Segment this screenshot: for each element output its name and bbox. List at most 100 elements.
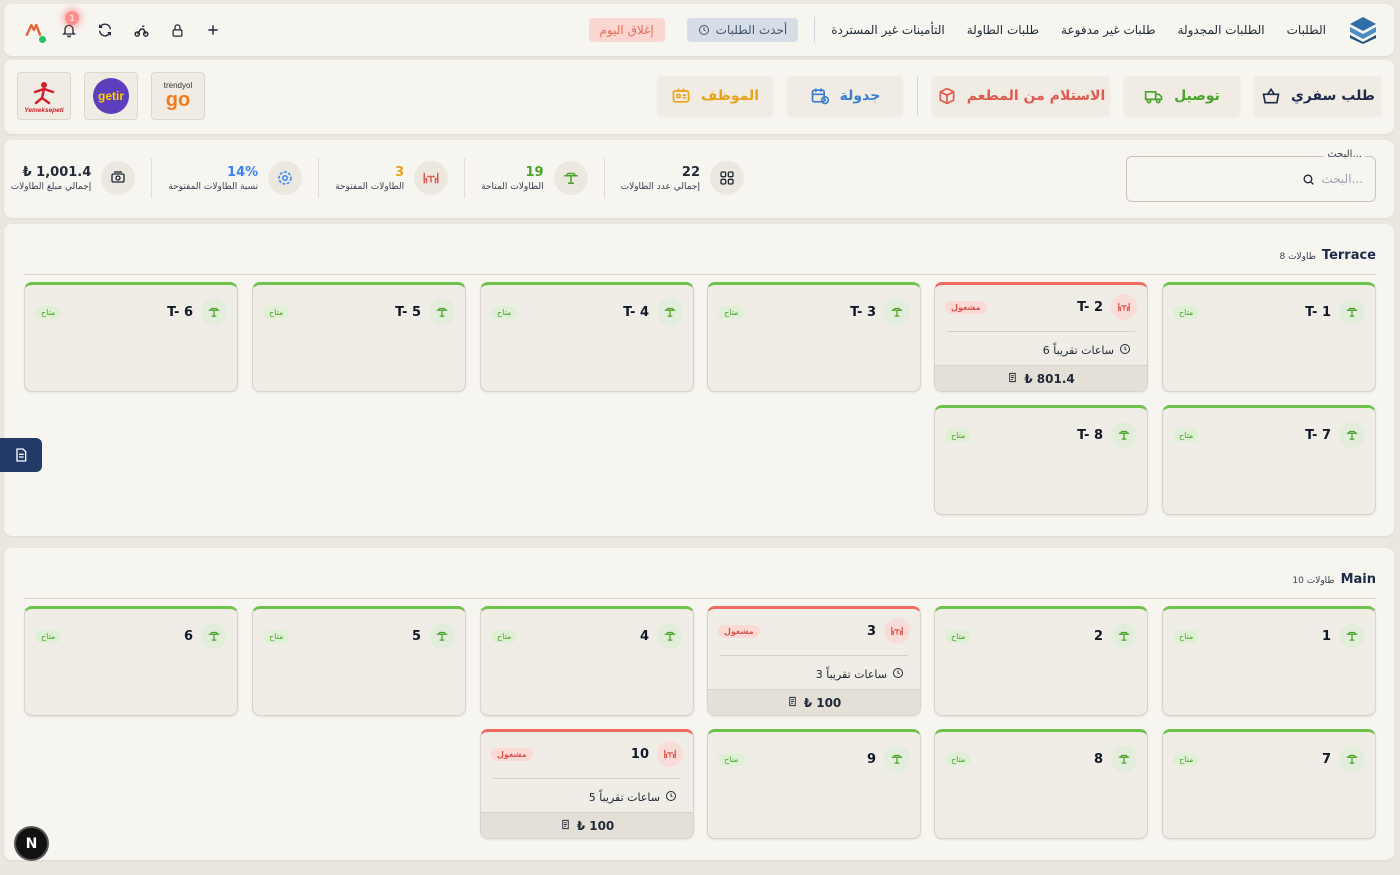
trendyol-go-button[interactable]: trendyol go xyxy=(151,72,205,120)
courier-button[interactable] xyxy=(132,21,150,39)
getir-button[interactable]: getir xyxy=(84,72,138,120)
table-available-icon xyxy=(553,161,588,195)
nav-orders[interactable]: الطلبات xyxy=(1286,23,1326,37)
table-card[interactable]: 8 متاح xyxy=(934,729,1148,839)
table-duration-text: 3 ساعات تقريباً xyxy=(815,668,887,681)
table-available-icon xyxy=(201,299,227,325)
table-card[interactable]: T- 5 متاح xyxy=(252,282,466,392)
table-available-icon xyxy=(201,623,227,649)
table-card[interactable]: 10 مشغول 5 ساعات تقريباً ₺ 100 xyxy=(480,729,694,839)
table-card[interactable]: T- 2 مشغول 6 ساعات تقريباً ₺ 801.4 xyxy=(934,282,1148,392)
table-status-badge: متاح xyxy=(945,428,972,442)
table-available-icon xyxy=(1111,422,1137,448)
delivery-button[interactable]: توصيل xyxy=(1124,76,1240,116)
restaurant-pickup-button[interactable]: الاستلام من المطعم xyxy=(932,76,1110,116)
table-card[interactable]: T- 4 متاح xyxy=(480,282,694,392)
receipt-icon xyxy=(560,819,571,833)
table-card-header: 2 متاح xyxy=(945,609,1137,663)
table-amount-footer: ₺ 100 xyxy=(708,689,920,715)
table-available-icon xyxy=(657,299,683,325)
section-terrace: 8 طاولات Terrace T- 1 متاح T- 2 مشغول 6 ساعا… xyxy=(4,224,1394,536)
refresh-button[interactable] xyxy=(96,21,114,39)
side-drawer-tab[interactable] xyxy=(0,438,42,472)
table-card-divider xyxy=(947,331,1135,332)
section-title: Main xyxy=(1340,572,1376,587)
table-name: T- 7 xyxy=(1305,427,1331,443)
close-day-button[interactable]: إغلاق اليوم xyxy=(588,18,665,42)
table-card[interactable]: 5 متاح xyxy=(252,606,466,716)
latest-orders-button[interactable]: أحدث الطلبات xyxy=(686,18,799,42)
grid-icon xyxy=(710,161,744,195)
table-card[interactable]: 2 متاح xyxy=(934,606,1148,716)
next-dev-badge[interactable]: N xyxy=(16,828,47,859)
notifications-button[interactable]: 1 xyxy=(60,11,79,39)
table-card-header: T- 5 متاح xyxy=(263,285,455,339)
app-logo-icon[interactable] xyxy=(1348,15,1378,45)
scooter-icon xyxy=(133,25,149,37)
section-divider xyxy=(24,274,1376,275)
table-status-badge: متاح xyxy=(945,629,972,643)
table-duration: 3 ساعات تقريباً xyxy=(816,667,904,682)
table-card[interactable]: 7 متاح xyxy=(1162,729,1376,839)
yemeksepeti-button[interactable]: Yemeksepeti xyxy=(17,72,71,120)
table-card-header: T- 8 متاح xyxy=(945,408,1137,462)
lock-icon xyxy=(172,23,182,37)
table-card[interactable]: 9 متاح xyxy=(707,729,921,839)
table-status-badge: متاح xyxy=(263,629,290,643)
table-card[interactable]: T- 8 متاح xyxy=(934,405,1148,515)
table-available-icon xyxy=(1339,299,1365,325)
table-card[interactable]: 4 متاح xyxy=(480,606,694,716)
section-header: 10 طاولات Main xyxy=(1292,572,1376,587)
table-status-badge: متاح xyxy=(1173,752,1200,766)
nav-unrefunded-deposits[interactable]: التأمينات غير المستردة xyxy=(831,23,945,37)
clock-icon xyxy=(892,667,904,682)
package-icon xyxy=(939,87,955,105)
nav-unpaid-orders[interactable]: طلبات غير مدفوعة xyxy=(1061,23,1156,37)
getir-label: getir xyxy=(97,89,124,103)
section-table-count: 10 طاولات xyxy=(1292,576,1335,586)
pickup-label: الاستلام من المطعم xyxy=(966,88,1106,104)
table-name: 10 xyxy=(630,746,649,762)
table-name: T- 5 xyxy=(395,304,421,320)
search-field[interactable]: البحث... البحث... xyxy=(1126,149,1376,202)
table-card-header: T- 1 متاح xyxy=(1173,285,1365,339)
table-card-header: 4 متاح xyxy=(491,609,683,663)
stat-value: 22 xyxy=(681,164,700,180)
table-occupied-icon xyxy=(884,618,910,644)
nav-scheduled-orders[interactable]: الطلبات المجدولة xyxy=(1177,23,1265,37)
takeaway-button[interactable]: طلب سفري xyxy=(1254,76,1382,116)
table-card-header: T- 4 متاح xyxy=(491,285,683,339)
history-icon xyxy=(698,25,709,35)
brand-logo-icon xyxy=(25,23,42,37)
table-status-badge: مشغول xyxy=(491,747,533,761)
delivery-label: توصيل xyxy=(1174,88,1220,104)
table-card[interactable]: T- 3 متاح xyxy=(707,282,921,392)
stat-value: ₺ 1,001.4 xyxy=(22,164,92,180)
table-card[interactable]: 1 متاح xyxy=(1162,606,1376,716)
table-card-header: T- 2 مشغول xyxy=(945,287,1137,327)
table-amount: ₺ 801.4 xyxy=(1024,371,1075,386)
schedule-button[interactable]: جدولة xyxy=(787,76,903,116)
table-card[interactable]: T- 7 متاح xyxy=(1162,405,1376,515)
add-button[interactable] xyxy=(204,21,222,39)
table-available-icon xyxy=(429,299,455,325)
table-card[interactable]: 6 متاح xyxy=(24,606,238,716)
stat-open-percent: 14% نسبة الطاولات المفتوحة xyxy=(151,158,318,198)
lock-button[interactable] xyxy=(168,21,186,39)
nav-table-orders[interactable]: طلبات الطاولة xyxy=(966,23,1040,37)
percent-ring-icon xyxy=(268,161,303,195)
table-card[interactable]: T- 6 متاح xyxy=(24,282,238,392)
latest-orders-label: أحدث الطلبات xyxy=(715,23,788,37)
table-name: 8 xyxy=(1093,751,1103,767)
table-duration: 5 ساعات تقريباً xyxy=(589,790,677,805)
search-input[interactable]: البحث... xyxy=(1302,172,1363,186)
table-available-icon xyxy=(1339,422,1365,448)
user-avatar[interactable] xyxy=(24,21,46,43)
section-main: 10 طاولات Main 1 متاح 2 متاح 3 مشغول 3 ساعات ت… xyxy=(4,548,1394,860)
nav-divider xyxy=(814,17,816,43)
truck-icon xyxy=(1144,91,1163,104)
staff-button[interactable]: الموظف xyxy=(657,76,773,116)
table-card[interactable]: 3 مشغول 3 ساعات تقريباً ₺ 100 xyxy=(707,606,921,716)
table-card[interactable]: T- 1 متاح xyxy=(1162,282,1376,392)
online-status-dot xyxy=(39,36,46,43)
